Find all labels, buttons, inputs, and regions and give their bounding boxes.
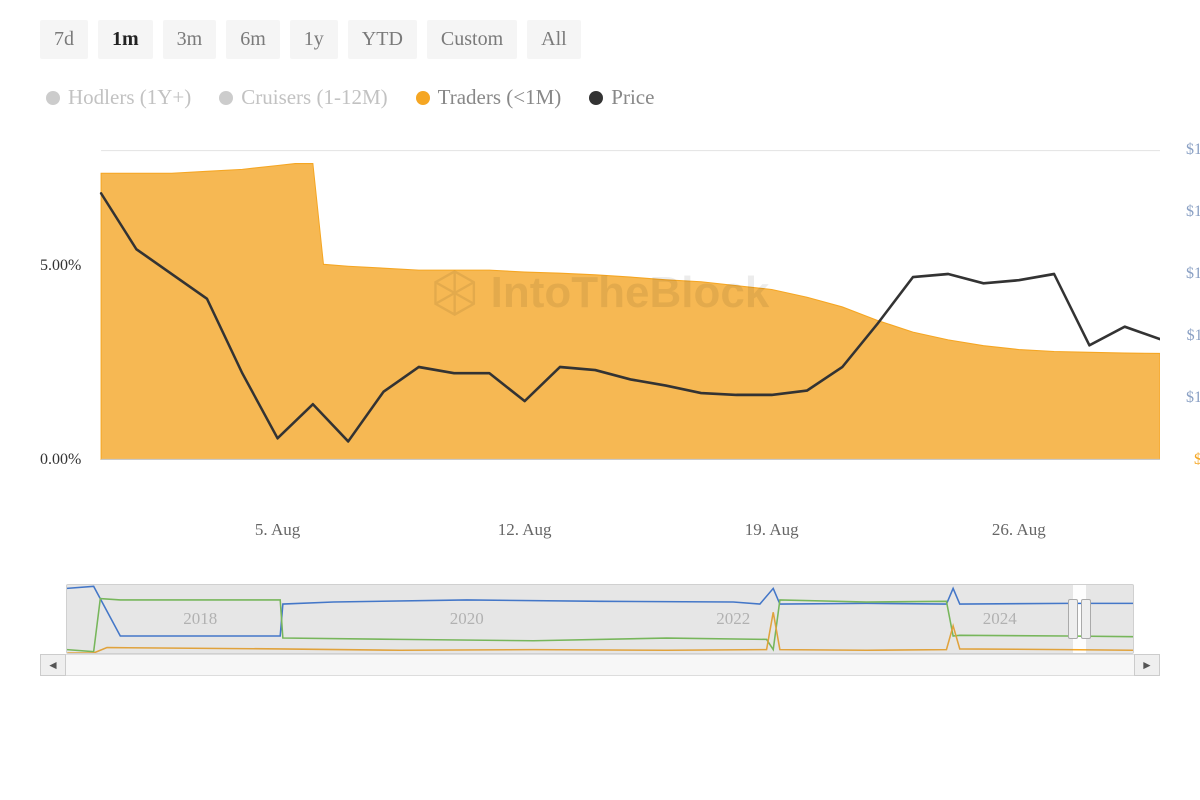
timeframe-tab-7d[interactable]: 7d [40, 20, 88, 59]
x-tick: 5. Aug [255, 520, 300, 540]
legend-label: Traders (<1M) [438, 85, 562, 110]
navigator-mask-left [67, 585, 1073, 653]
y-right-tick: $11 [1187, 327, 1200, 345]
y-right-tick: $9 [1194, 451, 1200, 469]
y-right-tick: $14 [1186, 141, 1200, 159]
timeframe-tab-all[interactable]: All [527, 20, 581, 59]
x-tick: 26. Aug [992, 520, 1046, 540]
main-chart-svg [40, 150, 1160, 460]
timeframe-tab-1m[interactable]: 1m [98, 20, 153, 59]
timeframe-tab-3m[interactable]: 3m [163, 20, 217, 59]
legend-item[interactable]: Hodlers (1Y+) [46, 85, 191, 110]
main-chart: IntoTheBlock 0.00%5.00% $9$10$11$12$13$1… [40, 150, 1160, 460]
legend-item[interactable]: Traders (<1M) [416, 85, 562, 110]
scroll-left-button[interactable]: ◄ [40, 654, 66, 676]
timeframe-tab-6m[interactable]: 6m [226, 20, 280, 59]
legend-label: Cruisers (1-12M) [241, 85, 387, 110]
navigator-scrollbar: ◄ ► [40, 654, 1160, 676]
navigator-chart[interactable]: 2018202020222024 [66, 584, 1134, 654]
legend-dot-icon [589, 91, 603, 105]
legend-item[interactable]: Cruisers (1-12M) [219, 85, 387, 110]
scroll-track[interactable] [66, 654, 1134, 676]
x-tick: 19. Aug [745, 520, 799, 540]
navigator: 2018202020222024 ◄ ► [40, 584, 1160, 676]
legend-dot-icon [219, 91, 233, 105]
chart-legend: Hodlers (1Y+) Cruisers (1-12M) Traders (<1… [40, 85, 1160, 110]
y-right-tick: $13 [1186, 203, 1200, 221]
legend-item[interactable]: Price [589, 85, 654, 110]
legend-label: Hodlers (1Y+) [68, 85, 191, 110]
timeframe-tab-ytd[interactable]: YTD [348, 20, 417, 59]
y-right-tick: $12 [1186, 265, 1200, 283]
navigator-mask-right [1086, 585, 1133, 653]
x-tick: 12. Aug [498, 520, 552, 540]
legend-dot-icon [416, 91, 430, 105]
timeframe-tab-1y[interactable]: 1y [290, 20, 338, 59]
x-axis-labels: 5. Aug 12. Aug 19. Aug 26. Aug [40, 520, 1160, 546]
navigator-handle-left[interactable] [1068, 599, 1078, 640]
legend-label: Price [611, 85, 654, 110]
timeframe-tab-custom[interactable]: Custom [427, 20, 517, 59]
scroll-right-button[interactable]: ► [1134, 654, 1160, 676]
legend-dot-icon [46, 91, 60, 105]
timeframe-tabs: 7d 1m 3m6m 1y YTD Custom All [40, 20, 1160, 59]
y-right-tick: $10 [1186, 389, 1200, 407]
navigator-handle-right[interactable] [1081, 599, 1091, 640]
